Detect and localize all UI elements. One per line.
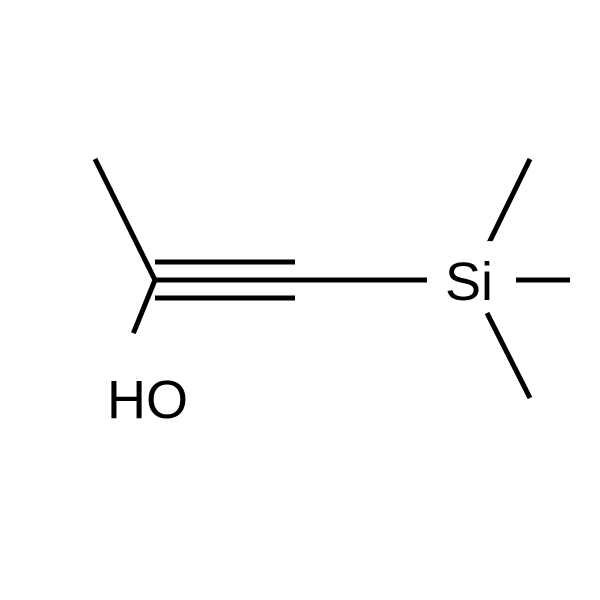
atom-label-si: Si	[445, 252, 493, 312]
molecule-diagram: HO Si	[0, 0, 600, 600]
atom-label-oh: HO	[107, 370, 188, 430]
